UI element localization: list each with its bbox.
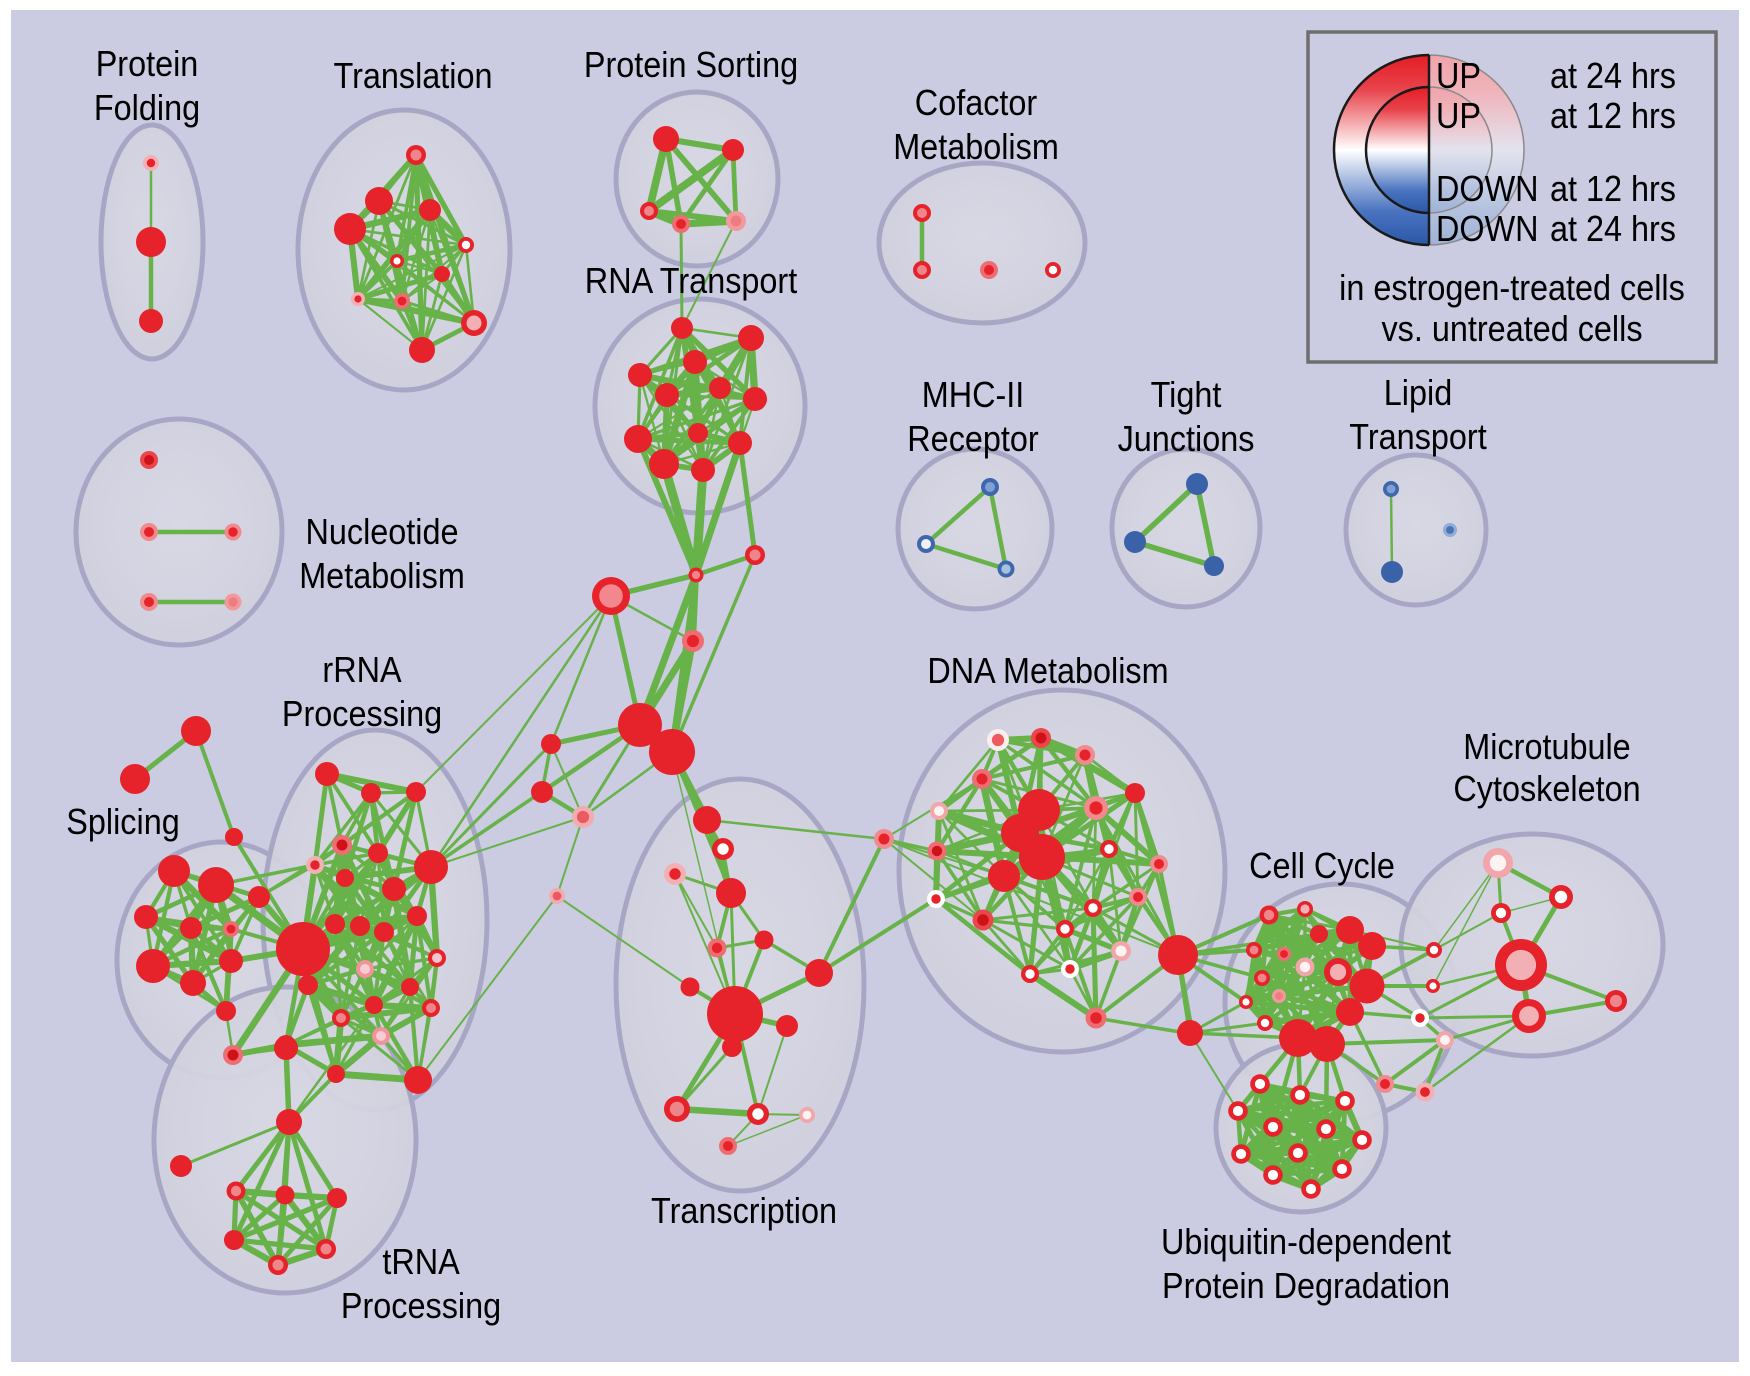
svg-text:Processing: Processing	[282, 694, 442, 734]
svg-text:tRNA: tRNA	[382, 1242, 460, 1282]
svg-text:Lipid: Lipid	[1384, 373, 1452, 413]
svg-text:Ubiquitin-dependent: Ubiquitin-dependent	[1161, 1222, 1451, 1262]
svg-text:Transport: Transport	[1349, 417, 1487, 457]
svg-text:at 24 hrs: at 24 hrs	[1550, 56, 1676, 96]
svg-text:DOWN: DOWN	[1436, 209, 1539, 249]
svg-text:Junctions: Junctions	[1118, 419, 1255, 459]
svg-text:Cell Cycle: Cell Cycle	[1249, 846, 1395, 886]
svg-text:Cytoskeleton: Cytoskeleton	[1453, 769, 1640, 809]
svg-text:Cofactor: Cofactor	[915, 83, 1037, 123]
svg-text:Tight: Tight	[1151, 375, 1222, 415]
svg-text:Protein Degradation: Protein Degradation	[1162, 1266, 1450, 1306]
svg-text:at 12 hrs: at 12 hrs	[1550, 96, 1676, 136]
svg-text:DNA Metabolism: DNA Metabolism	[927, 651, 1168, 691]
svg-text:at 24 hrs: at 24 hrs	[1550, 209, 1676, 249]
svg-text:MHC-II: MHC-II	[922, 375, 1025, 415]
svg-text:Splicing: Splicing	[66, 802, 179, 842]
svg-text:at 12 hrs: at 12 hrs	[1550, 169, 1676, 209]
svg-text:Protein Sorting: Protein Sorting	[584, 45, 798, 85]
svg-text:Folding: Folding	[94, 88, 200, 128]
svg-text:Translation: Translation	[333, 56, 492, 96]
svg-text:Nucleotide: Nucleotide	[305, 512, 458, 552]
svg-text:in estrogen-treated cells: in estrogen-treated cells	[1339, 268, 1685, 308]
svg-text:Microtubule: Microtubule	[1463, 727, 1630, 767]
svg-text:Processing: Processing	[341, 1286, 501, 1326]
svg-text:RNA Transport: RNA Transport	[585, 261, 798, 301]
svg-text:Transcription: Transcription	[651, 1191, 837, 1231]
svg-text:rRNA: rRNA	[322, 650, 401, 690]
svg-text:UP: UP	[1436, 56, 1481, 96]
svg-text:vs. untreated cells: vs. untreated cells	[1381, 309, 1642, 349]
svg-text:DOWN: DOWN	[1436, 169, 1539, 209]
svg-text:Receptor: Receptor	[907, 419, 1038, 459]
svg-text:UP: UP	[1436, 96, 1481, 136]
svg-text:Metabolism: Metabolism	[893, 127, 1059, 167]
svg-text:Metabolism: Metabolism	[299, 556, 465, 596]
svg-text:Protein: Protein	[96, 44, 199, 84]
